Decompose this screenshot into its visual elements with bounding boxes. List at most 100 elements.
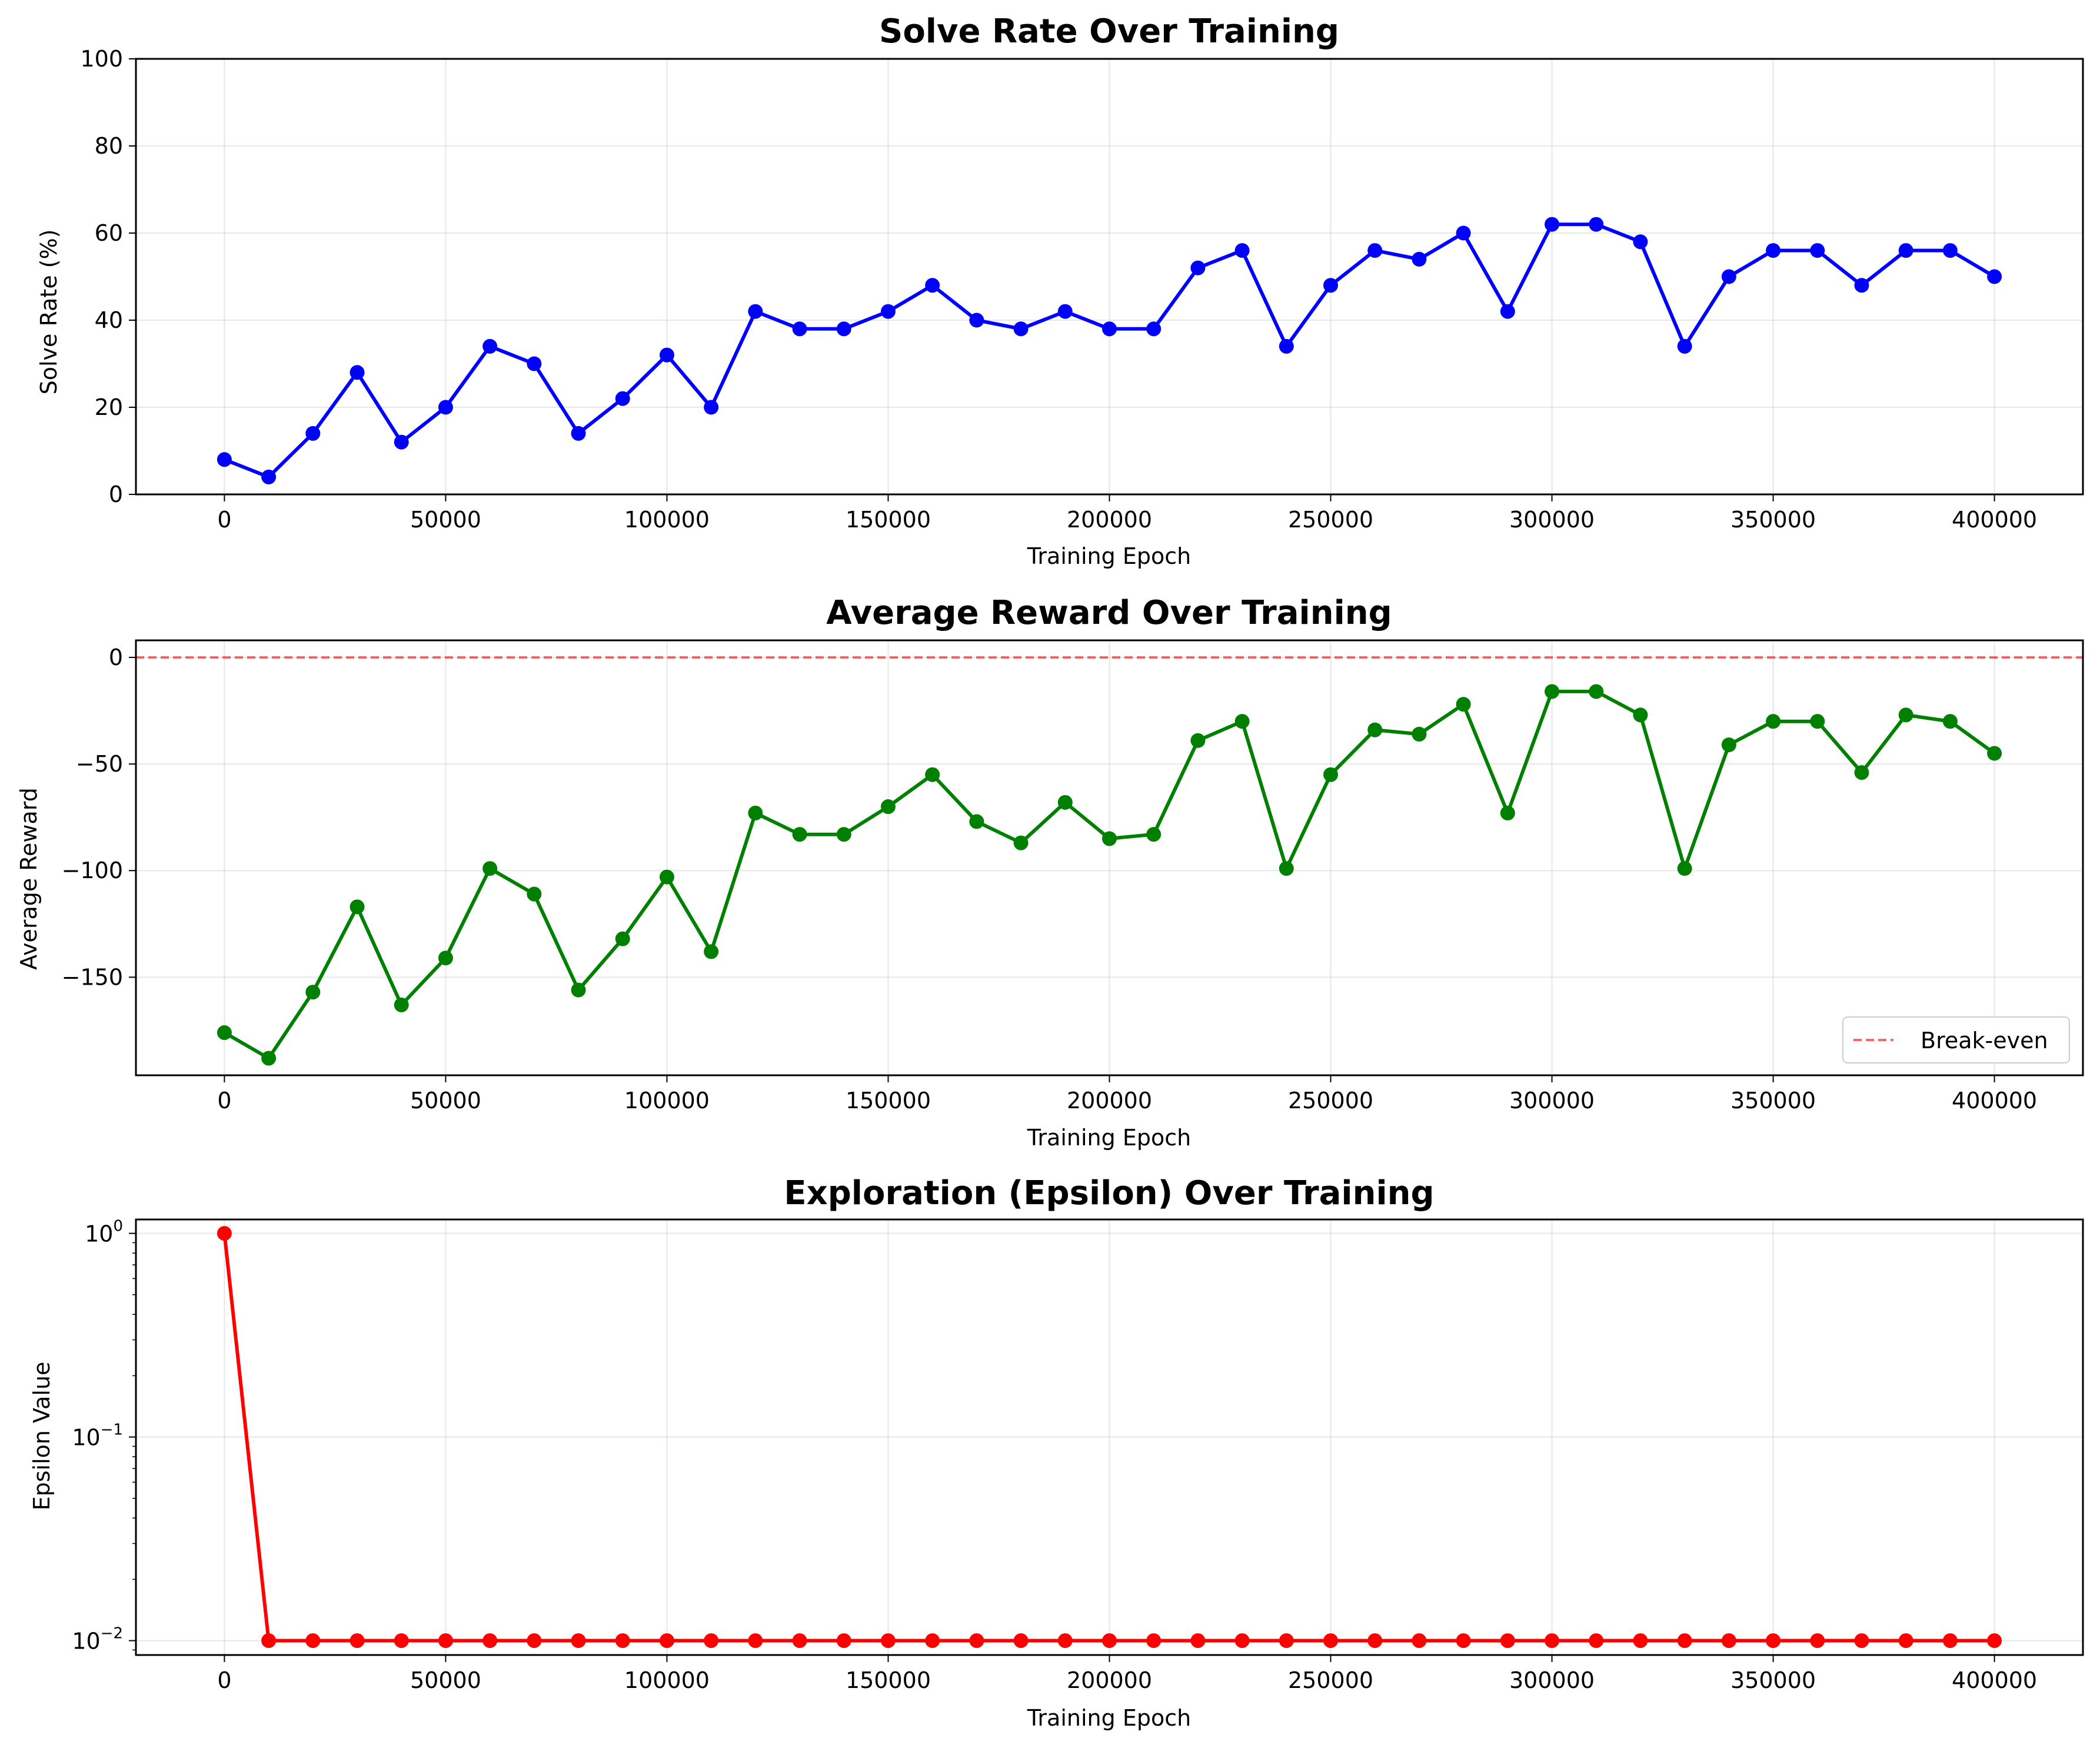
data-point [350,365,365,380]
data-point [482,861,498,876]
x-tick-label: 250000 [1288,507,1373,533]
data-point [1810,243,1825,258]
data-point [1456,225,1471,241]
data-point [704,944,719,959]
y-tick-label: 20 [95,394,123,420]
data-point [1412,251,1427,267]
data-point [1190,733,1206,748]
y-tick-label: 10−1 [72,1421,123,1451]
data-point [571,426,586,441]
x-tick-label: 400000 [1952,1088,2037,1114]
y-tick-label: 40 [95,307,123,333]
x-tick-label: 0 [217,1088,231,1114]
data-point [1854,765,1869,780]
y-tick-label: 100 [85,1218,123,1247]
data-point [659,347,674,363]
data-point [438,1633,453,1649]
data-point [261,469,277,484]
y-tick-base: 10 [72,1425,100,1451]
data-point [792,321,807,337]
y-tick-label: 0 [109,481,123,507]
data-point [1102,321,1117,337]
data-point [1323,767,1339,782]
axis-ticks: 0 50000 100000 150000 200000 250000 300000 3500… [62,644,2037,1114]
y-axis-label: Solve Rate (%) [36,230,62,395]
data-point [1323,278,1339,293]
data-point [217,1025,232,1041]
data-point [1412,726,1427,742]
data-point [1721,1633,1736,1649]
data-point [305,1633,321,1649]
y-tick-label: 0 [109,644,123,670]
data-point [969,1633,984,1649]
data-point [704,400,719,415]
data-point [1190,1633,1206,1649]
x-axis-label: Training Epoch [1027,1705,1191,1731]
data-point [1013,835,1029,850]
data-point [1987,746,2002,761]
data-point [571,982,586,998]
series-layer [217,684,2002,1066]
data-point [1721,737,1736,753]
data-point [305,426,321,441]
data-point [527,886,542,902]
data-point [527,356,542,371]
data-point [1721,269,1736,284]
data-point [394,1633,409,1649]
x-tick-label: 250000 [1288,1667,1373,1693]
data-point [1545,1633,1560,1649]
data-point [1942,714,1958,729]
x-tick-label: 250000 [1288,1088,1373,1114]
y-tick-base: 10 [72,1629,100,1654]
data-point [1854,1633,1869,1649]
epsilon-chart: Exploration (Epsilon) Over Training Trai… [29,1174,2084,1731]
chart-title: Average Reward Over Training [826,594,1392,632]
data-point [1367,243,1383,258]
x-tick-label: 350000 [1730,1088,1816,1114]
data-point [1942,1633,1958,1649]
data-point [1057,795,1073,810]
data-point [1146,1633,1162,1649]
legend: Break-even [1842,1016,2070,1064]
data-point [1766,1633,1781,1649]
data-point [1013,1633,1029,1649]
y-tick-base: 10 [85,1221,113,1247]
data-point [1766,243,1781,258]
data-point [836,321,851,337]
data-point [880,304,896,319]
data-point [1412,1633,1427,1649]
data-point [350,1633,365,1649]
x-tick-label: 0 [217,1667,231,1693]
data-point [1677,338,1692,354]
data-point [969,313,984,328]
data-point [925,767,940,782]
data-point [1589,217,1604,232]
data-point [659,1633,674,1649]
data-point [1323,1633,1339,1649]
y-axis-label: Average Reward [16,787,42,970]
data-point [1234,1633,1250,1649]
data-point [925,278,940,293]
data-point [1633,1633,1648,1649]
y-tick-exponent: −2 [101,1625,123,1643]
x-tick-label: 400000 [1952,507,2037,533]
solve-rate-chart: Solve Rate Over Training Training Epoch … [36,12,2084,569]
data-point [969,814,984,829]
data-point [792,1633,807,1649]
data-point [1500,805,1515,820]
data-point [1898,707,1913,723]
x-tick-label: 0 [217,507,231,533]
y-tick-label: −50 [76,751,123,777]
data-point [1146,321,1162,337]
x-tick-label: 350000 [1730,507,1816,533]
x-tick-label: 200000 [1067,1088,1152,1114]
y-tick-exponent: 0 [113,1218,123,1235]
data-point [748,1633,763,1649]
data-point [1102,831,1117,846]
y-tick-exponent: −1 [101,1421,123,1439]
data-point [1146,827,1162,842]
y-axis-label: Epsilon Value [29,1362,55,1511]
data-point [615,391,630,406]
